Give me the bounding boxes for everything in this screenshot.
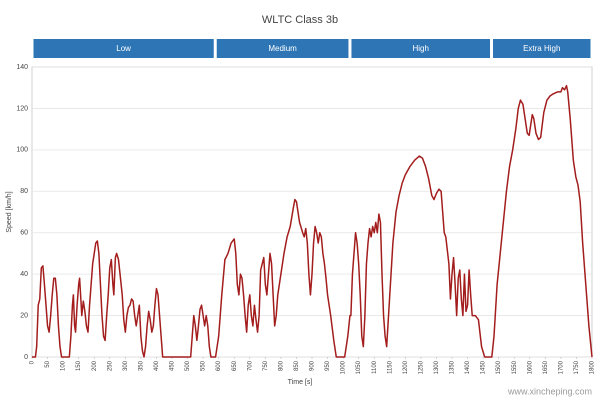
y-tick-label: 100	[16, 147, 28, 154]
x-tick-label: 1550	[512, 360, 518, 374]
x-tick-label: 1050	[356, 360, 362, 374]
phase-label: Low	[116, 44, 131, 53]
x-tick-label: 50	[45, 360, 51, 367]
phase-band	[493, 39, 591, 58]
y-tick-label: 0	[24, 354, 28, 361]
x-tick-label: 1450	[481, 360, 487, 374]
x-tick-label: 200	[92, 360, 98, 371]
x-tick-label: 600	[216, 360, 222, 371]
phase-band	[33, 39, 214, 58]
phase-band	[351, 39, 491, 58]
speed-line	[32, 84, 593, 358]
x-tick-label: 1250	[418, 360, 424, 374]
phase-band	[216, 39, 349, 58]
x-tick-label: 150	[76, 360, 82, 371]
phase-label: Extra High	[523, 44, 560, 53]
x-tick-label: 1300	[434, 360, 440, 374]
x-tick-label: 0	[30, 360, 36, 364]
x-axis-label: Time [s]	[288, 379, 313, 386]
y-tick-label: 80	[20, 188, 28, 195]
x-tick-label: 1600	[527, 360, 533, 374]
x-tick-label: 1400	[465, 360, 471, 374]
x-tick-label: 250	[107, 360, 113, 371]
x-tick-label: 450	[170, 360, 176, 371]
x-tick-label: 400	[154, 360, 160, 371]
x-tick-label: 1700	[558, 360, 564, 374]
y-tick-label: 20	[20, 312, 28, 319]
y-tick-label: 60	[20, 230, 28, 237]
y-tick-label: 40	[20, 271, 28, 278]
phase-label: Medium	[268, 44, 297, 53]
x-tick-label: 1800	[590, 360, 596, 374]
y-tick-label: 140	[16, 64, 28, 71]
x-tick-label: 1650	[543, 360, 549, 374]
x-tick-label: 1200	[403, 360, 409, 374]
x-tick-label: 1100	[372, 360, 378, 374]
x-tick-label: 1350	[450, 360, 456, 374]
x-tick-label: 100	[61, 360, 67, 371]
y-axis-label: Speed [km/h]	[6, 191, 13, 232]
x-tick-label: 300	[123, 360, 129, 371]
x-tick-label: 1150	[387, 360, 393, 374]
y-tick-label: 120	[16, 105, 28, 112]
x-tick-label: 950	[325, 360, 331, 371]
chart-title: WLTC Class 3b	[262, 14, 338, 26]
x-tick-label: 1000	[341, 360, 347, 374]
phase-label: High	[413, 44, 429, 53]
x-tick-label: 500	[185, 360, 191, 371]
x-tick-label: 550	[201, 360, 207, 371]
x-tick-label: 1500	[496, 360, 502, 374]
x-tick-label: 800	[278, 360, 284, 371]
x-tick-label: 350	[138, 360, 144, 371]
watermark: www.xincheping.com	[507, 386, 592, 396]
x-tick-label: 700	[247, 360, 253, 371]
x-tick-label: 850	[294, 360, 300, 371]
x-tick-label: 650	[232, 360, 238, 371]
x-tick-label: 900	[310, 360, 316, 371]
x-tick-label: 1750	[574, 360, 580, 374]
x-tick-label: 750	[263, 360, 269, 371]
